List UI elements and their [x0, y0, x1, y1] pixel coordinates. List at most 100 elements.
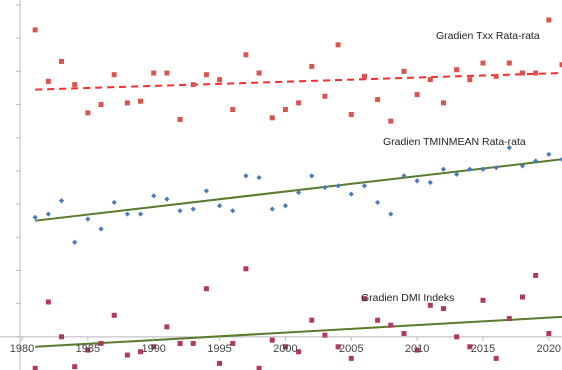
- point-tmin: [440, 166, 447, 172]
- point-tmin: [164, 196, 170, 202]
- point-tmin: [348, 191, 354, 197]
- point-tmin: [58, 198, 65, 204]
- x-tick-label: 1990: [141, 343, 165, 355]
- point-txx: [361, 73, 367, 79]
- point-dmi: [217, 360, 223, 366]
- x-tick-label: 2005: [339, 343, 363, 355]
- point-dmi: [230, 340, 236, 346]
- point-dmi: [493, 355, 499, 361]
- point-dmi: [454, 334, 460, 340]
- point-tmin: [111, 199, 117, 206]
- point-txx: [217, 77, 223, 83]
- point-txx: [124, 100, 130, 106]
- point-dmi: [533, 272, 539, 278]
- point-dmi: [388, 322, 394, 328]
- point-dmi: [322, 332, 328, 338]
- point-dmi: [59, 334, 65, 340]
- point-tmin: [124, 211, 130, 217]
- point-txx: [506, 60, 512, 66]
- point-tmin: [335, 183, 341, 189]
- point-txx: [269, 115, 275, 121]
- marks-layer: [32, 17, 562, 370]
- point-txx: [533, 70, 539, 76]
- point-tmin: [256, 174, 262, 181]
- trendline-txx: [35, 72, 562, 91]
- point-txx: [59, 58, 65, 64]
- point-txx: [111, 72, 117, 78]
- point-txx: [98, 102, 104, 108]
- point-tmin: [506, 145, 512, 151]
- point-txx: [230, 107, 236, 113]
- point-txx: [519, 70, 525, 76]
- point-tmin: [230, 208, 236, 214]
- point-tmin: [559, 156, 562, 162]
- point-txx: [45, 78, 51, 84]
- point-dmi: [427, 302, 433, 308]
- point-dmi: [269, 337, 275, 343]
- point-tmin: [388, 211, 394, 217]
- x-tick-label: 2020: [537, 343, 561, 355]
- point-txx: [243, 52, 249, 58]
- point-dmi: [296, 349, 302, 355]
- point-dmi: [361, 296, 367, 302]
- point-txx: [203, 72, 209, 78]
- point-txx: [348, 112, 354, 117]
- point-txx: [440, 100, 446, 106]
- point-tmin: [361, 183, 368, 189]
- trend-layer: [35, 72, 562, 348]
- point-tmin: [282, 203, 289, 209]
- point-tmin: [216, 203, 223, 209]
- point-tmin: [375, 199, 381, 206]
- point-tmin: [309, 173, 315, 179]
- point-dmi: [98, 340, 104, 346]
- point-txx: [559, 62, 562, 68]
- point-txx: [480, 60, 486, 66]
- point-txx: [414, 92, 420, 98]
- point-tmin: [32, 214, 38, 220]
- point-tmin: [295, 189, 302, 196]
- point-tmin: [546, 151, 552, 157]
- point-dmi: [546, 331, 552, 336]
- point-dmi: [506, 316, 512, 322]
- point-dmi: [203, 286, 209, 292]
- point-dmi: [335, 344, 341, 350]
- x-tick-label: 1995: [207, 343, 231, 355]
- point-tmin: [480, 166, 486, 172]
- point-tmin: [177, 208, 183, 214]
- point-txx: [32, 27, 38, 33]
- point-txx: [427, 77, 433, 83]
- point-tmin: [98, 226, 104, 232]
- point-txx: [177, 116, 183, 122]
- point-dmi: [190, 340, 196, 346]
- point-tmin: [533, 158, 539, 164]
- point-tmin: [137, 211, 144, 217]
- point-txx: [375, 97, 381, 103]
- point-dmi: [414, 347, 420, 353]
- point-txx: [72, 82, 78, 88]
- x-tick-label: 1980: [10, 343, 34, 355]
- point-dmi: [177, 340, 183, 346]
- x-tick-label: 1985: [76, 343, 100, 355]
- point-dmi: [85, 347, 91, 353]
- point-tmin: [269, 206, 275, 212]
- point-txx: [138, 98, 144, 104]
- point-tmin: [243, 173, 249, 179]
- point-dmi: [72, 364, 78, 370]
- point-dmi: [256, 365, 262, 370]
- point-txx: [309, 63, 315, 69]
- point-txx: [190, 82, 196, 88]
- point-txx: [322, 93, 328, 99]
- point-dmi: [45, 299, 51, 305]
- point-txx: [493, 73, 499, 79]
- point-tmin: [467, 166, 473, 172]
- point-tmin: [493, 164, 499, 171]
- point-txx: [401, 68, 407, 74]
- point-txx: [546, 17, 552, 23]
- point-dmi: [282, 344, 288, 350]
- point-txx: [85, 110, 91, 116]
- point-txx: [151, 70, 157, 76]
- point-tmin: [454, 171, 460, 177]
- trendline-dmi: [35, 315, 562, 348]
